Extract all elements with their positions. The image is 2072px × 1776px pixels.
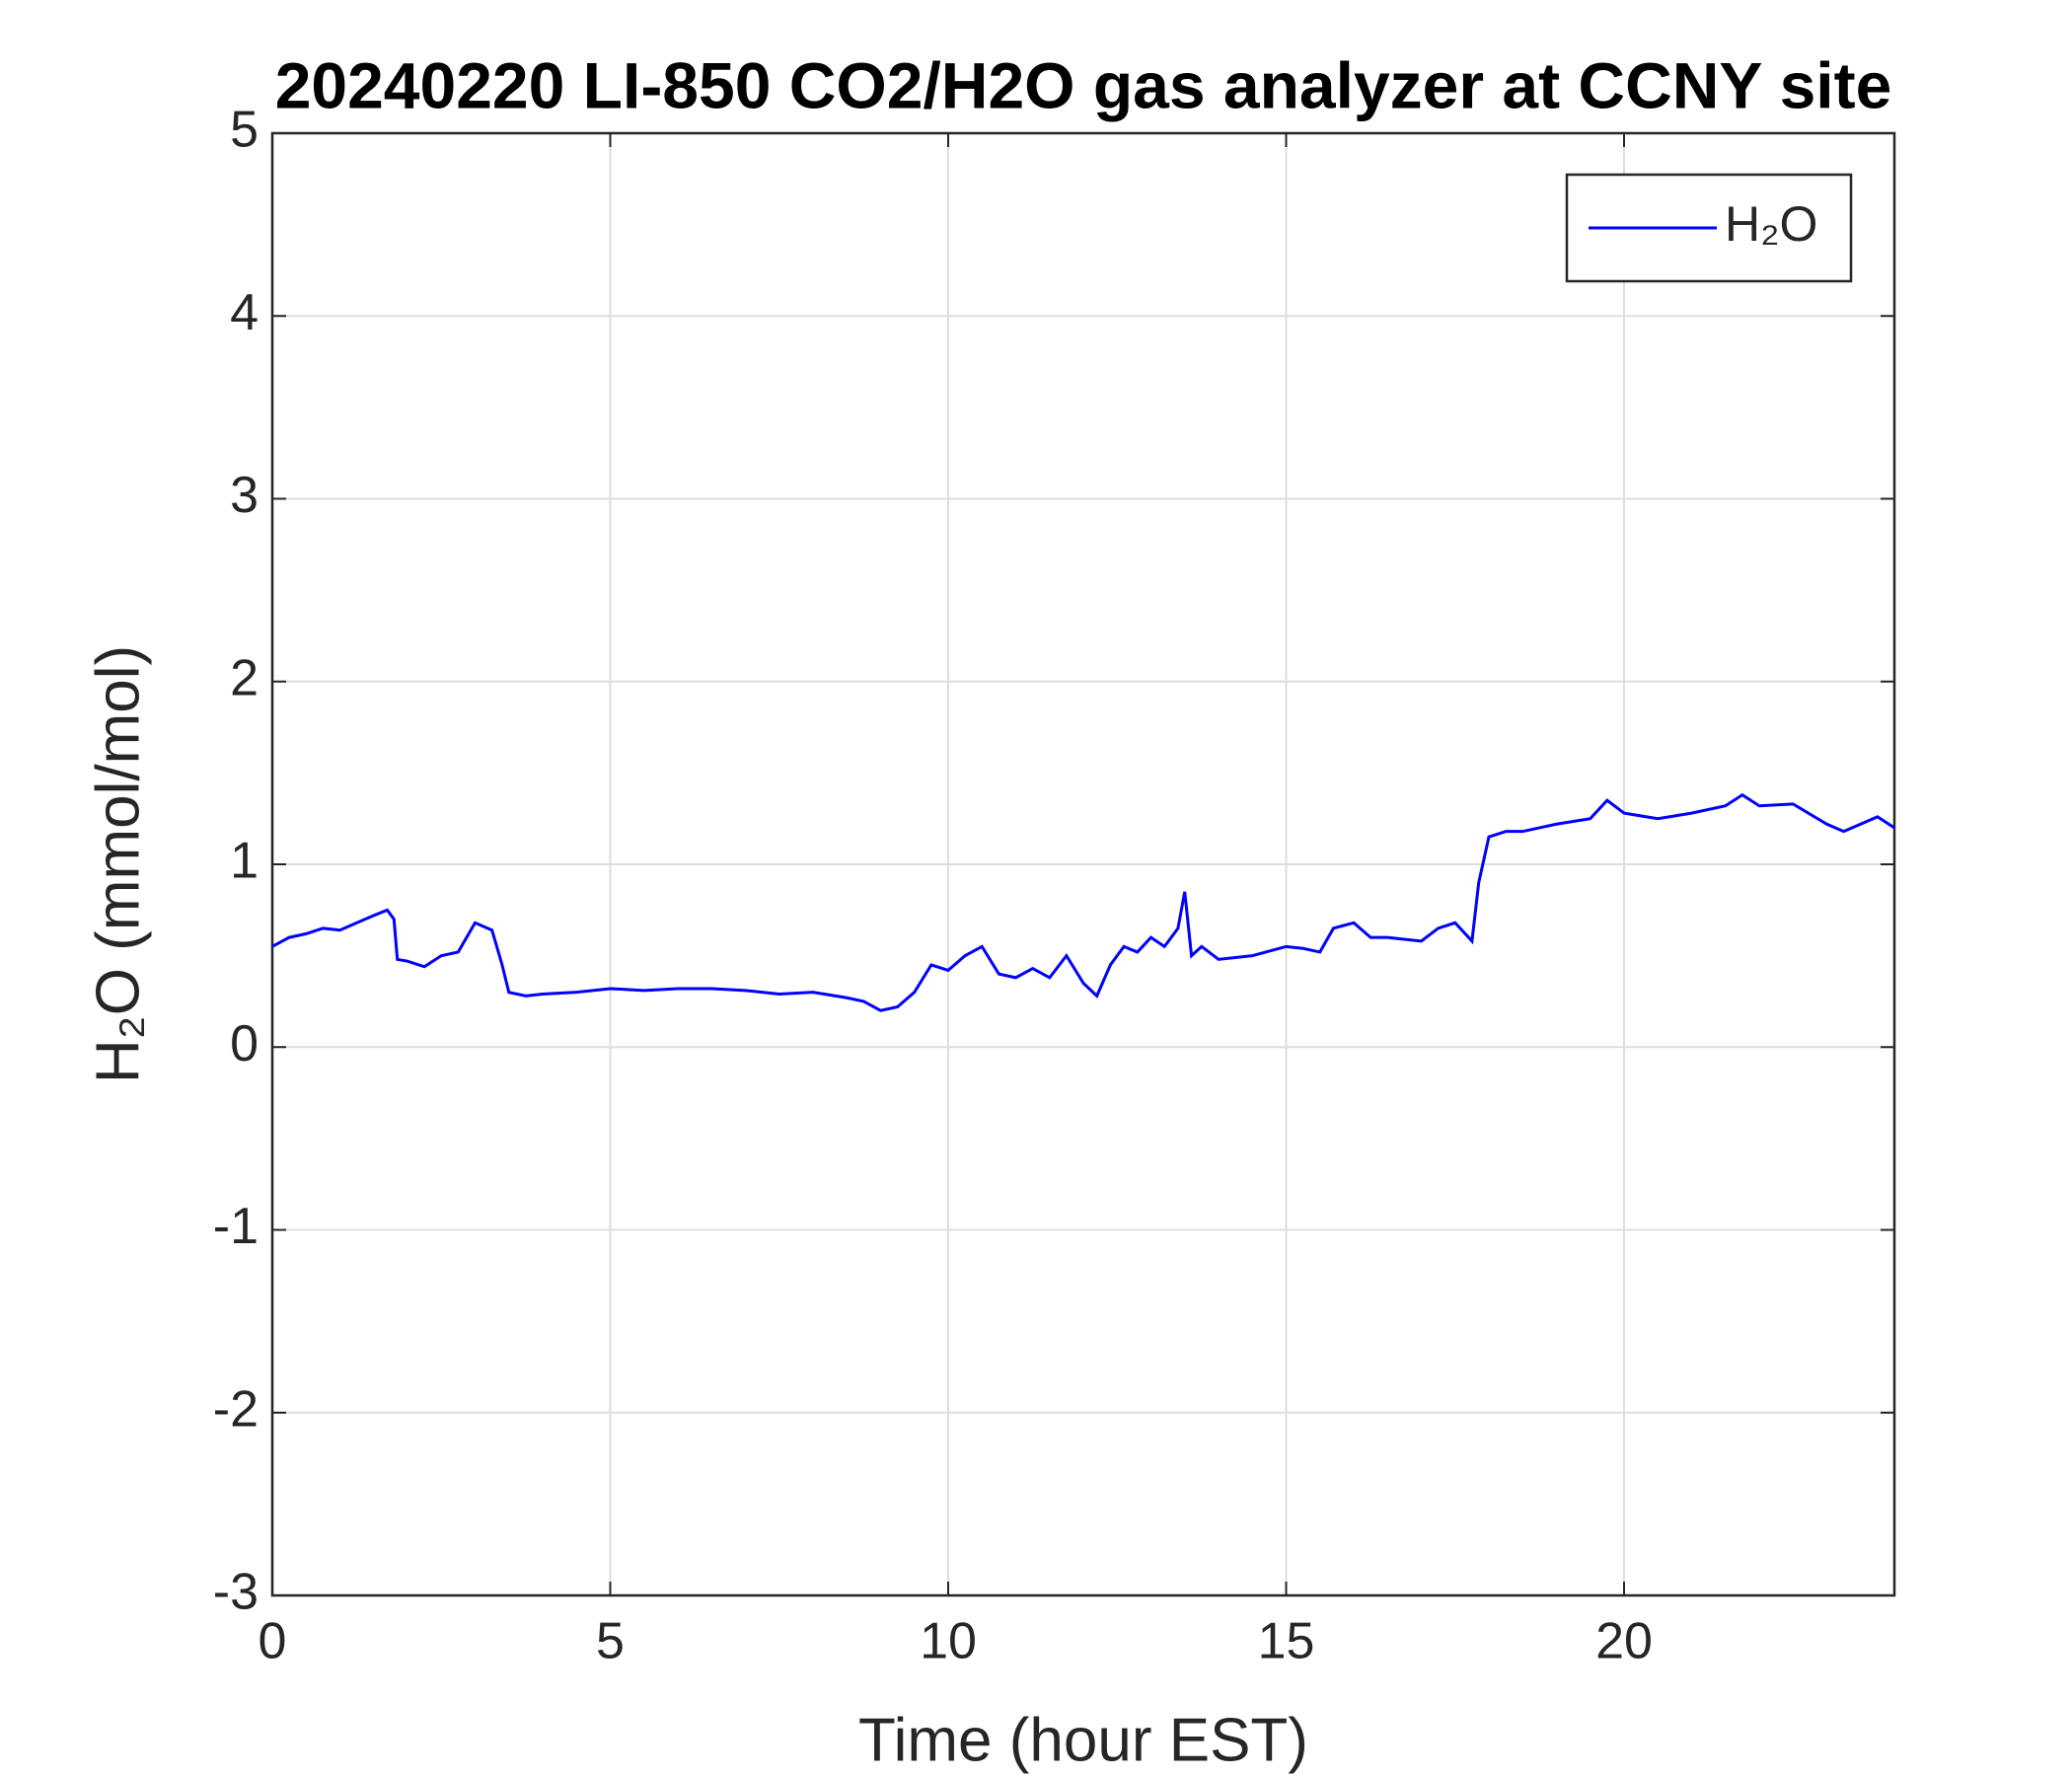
legend-label: H₂O bbox=[1725, 196, 1817, 252]
x-tick-label: 10 bbox=[920, 1613, 977, 1670]
y-axis-label: H₂O (mmol/mol) bbox=[84, 645, 152, 1083]
y-tick-label: 5 bbox=[230, 102, 259, 159]
y-tick-label: 2 bbox=[230, 649, 259, 706]
data-line bbox=[271, 792, 1895, 1012]
x-tick-label: 0 bbox=[259, 1613, 287, 1670]
x-tick-label: 15 bbox=[1258, 1613, 1315, 1670]
y-tick-label: 3 bbox=[230, 467, 259, 524]
plot-frame bbox=[270, 131, 1896, 1597]
x-tick-label: 20 bbox=[1595, 1613, 1653, 1670]
x-tick-label: 5 bbox=[596, 1613, 625, 1670]
y-tick-label: 1 bbox=[230, 833, 259, 890]
chart-title: 20240220 LI-850 CO2/H2O gas analyzer at … bbox=[275, 48, 1892, 121]
y-tick-label: -3 bbox=[213, 1564, 259, 1621]
x-axis-label: Time (hour EST) bbox=[858, 1706, 1308, 1774]
y-tick-label: -2 bbox=[213, 1380, 259, 1438]
y-tick-label: -1 bbox=[213, 1198, 259, 1255]
y-tick-label: 4 bbox=[230, 284, 259, 341]
y-tick-label: 0 bbox=[230, 1015, 259, 1073]
